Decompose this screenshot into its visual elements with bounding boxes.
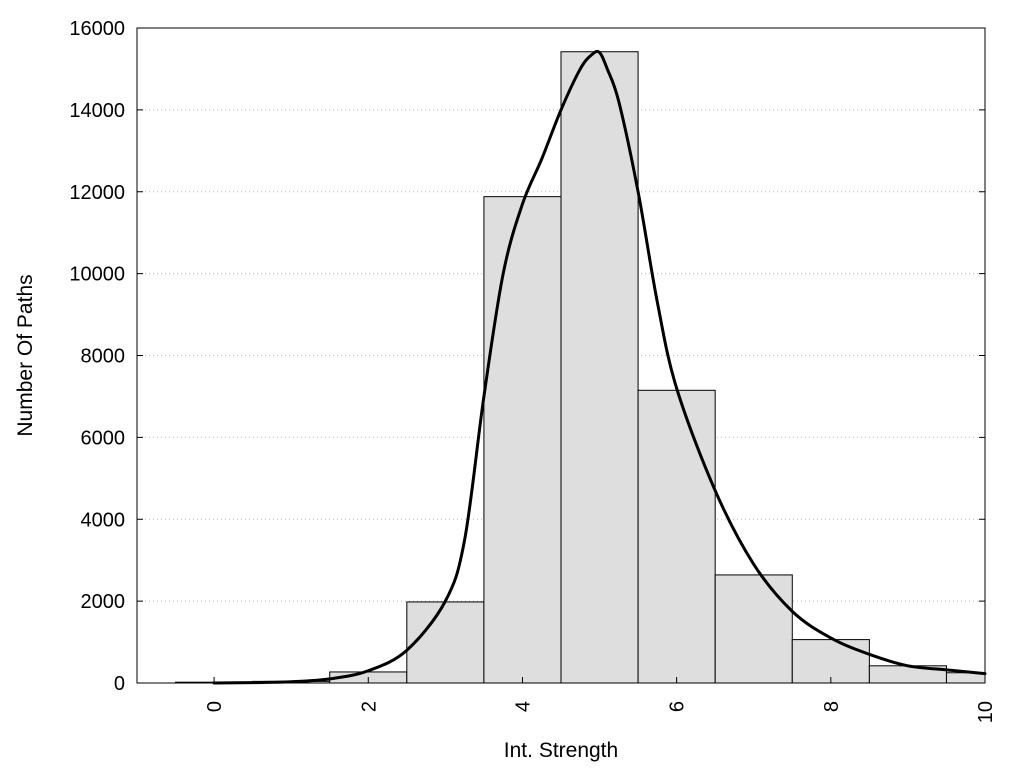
bar-4 xyxy=(483,196,562,684)
bar-3 xyxy=(406,601,485,684)
x-axis-label: Int. Strength xyxy=(504,739,618,762)
bar-8 xyxy=(791,639,870,684)
x-tick-label-8: 8 xyxy=(821,701,843,712)
x-tick-label-10: 10 xyxy=(975,701,997,723)
y-tick-label-2000: 2000 xyxy=(81,591,126,613)
histogram-bars xyxy=(175,51,986,684)
y-tick-label-14000: 14000 xyxy=(69,100,125,122)
x-tick-label-6: 6 xyxy=(667,701,689,712)
y-tick-label-12000: 12000 xyxy=(69,182,125,204)
y-axis-label: Number Of Paths xyxy=(14,274,37,436)
x-tick-label-2: 2 xyxy=(358,701,380,712)
bar-7 xyxy=(714,574,793,684)
y-tick-label-16000: 16000 xyxy=(69,18,125,40)
y-tick-label-10000: 10000 xyxy=(69,264,125,286)
y-axis: 0 2000 4000 6000 8000 10000 12000 14000 16000 xyxy=(69,18,985,695)
fit-curve xyxy=(212,49,987,685)
x-tick-label-4: 4 xyxy=(512,701,534,712)
x-tick-label-0: 0 xyxy=(204,701,226,712)
y-tick-label-8000: 8000 xyxy=(81,346,126,368)
bar-6 xyxy=(637,389,716,684)
x-axis: 0 2 4 6 8 10 xyxy=(204,677,997,723)
bar-5 xyxy=(560,51,639,684)
y-tick-label-4000: 4000 xyxy=(81,509,126,531)
fit-curve-line xyxy=(212,49,987,685)
y-tick-label-0: 0 xyxy=(114,673,125,695)
y-tick-label-6000: 6000 xyxy=(81,427,126,449)
